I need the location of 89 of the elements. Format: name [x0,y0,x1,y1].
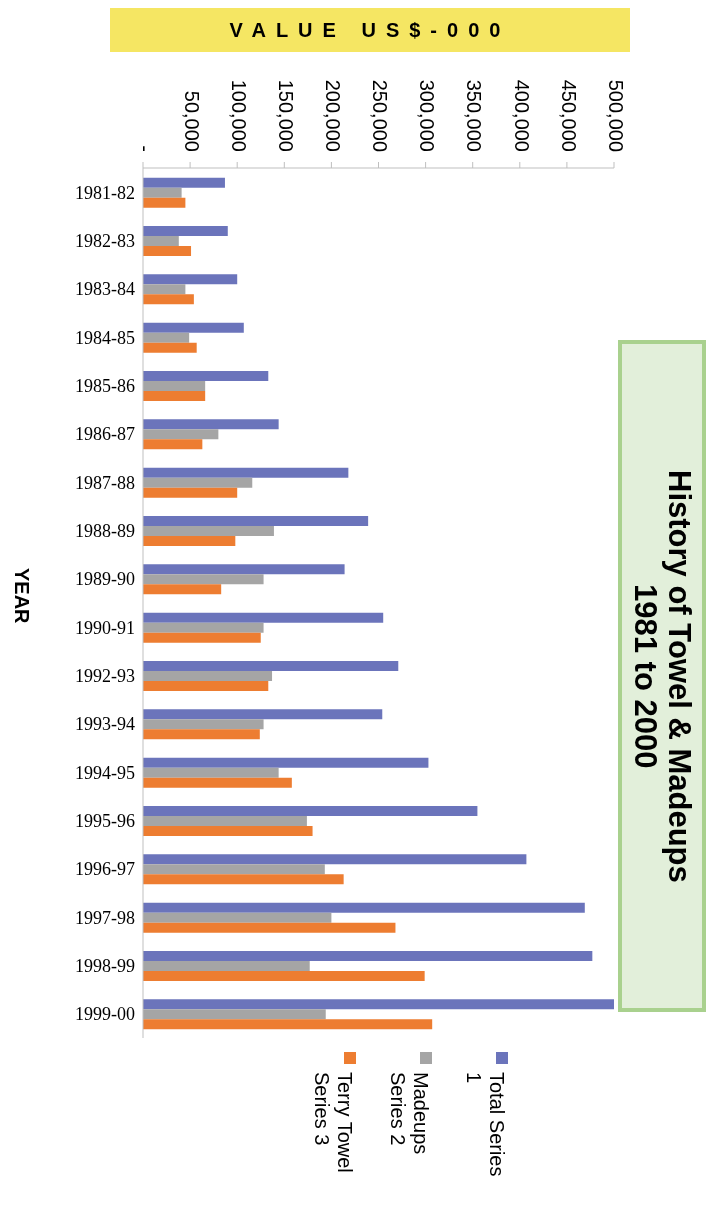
bar [143,487,238,498]
x-tick-label: 50,000 [180,90,203,152]
bar [143,564,345,575]
y-tick-label: 1987-88 [75,472,135,493]
x-tick-label: 400,000 [510,79,533,152]
bar [143,729,260,740]
y-tick-label: 1993-94 [75,714,135,735]
x-tick-label: 250,000 [369,79,392,152]
y-tick-label: 1983-84 [75,279,135,300]
bar [143,477,253,488]
legend-label: Total Series 1 [462,1072,508,1179]
y-tick-label: 1998-99 [75,955,135,976]
bar [143,246,192,256]
bar [143,951,593,961]
y-tick-label: 1997-98 [75,907,135,928]
bar [143,826,313,836]
bar [143,439,203,450]
y-tick-label: 1989-90 [75,569,135,590]
bar [143,806,478,816]
y-tick-label: 1994-95 [75,762,135,783]
y-tick-label: 1995-96 [75,810,135,831]
bar [143,467,349,478]
y-tick-label: 1990-91 [75,617,135,638]
x-axis-title: VALUE US$-000 [110,8,630,52]
y-tick-label: 1986-87 [75,424,135,445]
bar [143,177,225,188]
y-tick-label: 1999-00 [75,1004,135,1025]
bar [143,816,307,826]
y-tick-label: 1996-97 [75,859,135,880]
y-axis-title: YEAR [10,568,33,624]
bar [143,381,206,391]
bar [143,342,197,353]
x-tick-label: 300,000 [416,79,439,152]
bar [143,574,264,585]
bar [143,777,292,788]
bar [143,419,279,430]
bar [143,516,369,526]
bar [143,236,179,246]
bar [143,757,429,768]
bar [143,187,182,198]
bar [143,767,279,778]
x-tick-label: 150,000 [275,79,298,152]
bar [143,322,244,333]
legend-label: Madeups Series 2 [386,1072,432,1157]
bar [143,902,585,913]
y-tick-label: 1985-86 [75,375,135,396]
bar [143,854,527,865]
x-tick-label: 350,000 [463,79,486,152]
x-tick-label: 450,000 [557,79,580,152]
bar [143,429,219,440]
bar [143,681,269,691]
bar [143,922,396,933]
bar [143,999,614,1010]
x-tick-label: 200,000 [322,79,345,152]
bar [143,284,186,295]
bar [143,874,344,885]
bar [143,661,399,671]
bar [143,1019,433,1030]
bar [143,371,269,381]
bar [143,719,264,730]
bar [143,391,206,401]
bar [143,274,238,285]
y-tick-label: 1981-82 [75,182,135,203]
bar [143,584,222,595]
legend-label: Terry Towel Series 3 [310,1072,356,1175]
x-tick-label: 100,000 [227,79,250,152]
bar [143,709,383,720]
y-tick-label: 1992-93 [75,665,135,686]
bar [143,226,228,236]
bar [143,197,186,208]
bar [143,971,425,981]
bar [143,671,273,681]
y-tick-label: 1982-83 [75,230,135,251]
bar [143,1009,326,1020]
bar [143,961,310,971]
bar [143,912,332,923]
bar [143,332,190,343]
bar [143,536,236,546]
bar [143,294,194,305]
x-tick-label: - [133,145,156,152]
bar [143,526,274,536]
bar [143,612,384,623]
title-panel: History of Towel & Madeups 1981 to 2000 [618,340,706,1012]
bar [143,632,261,643]
x-tick-label: 500,000 [604,79,627,152]
bar [143,864,325,875]
y-tick-label: 1988-89 [75,520,135,541]
y-tick-label: 1984-85 [75,327,135,348]
bar [143,622,264,633]
